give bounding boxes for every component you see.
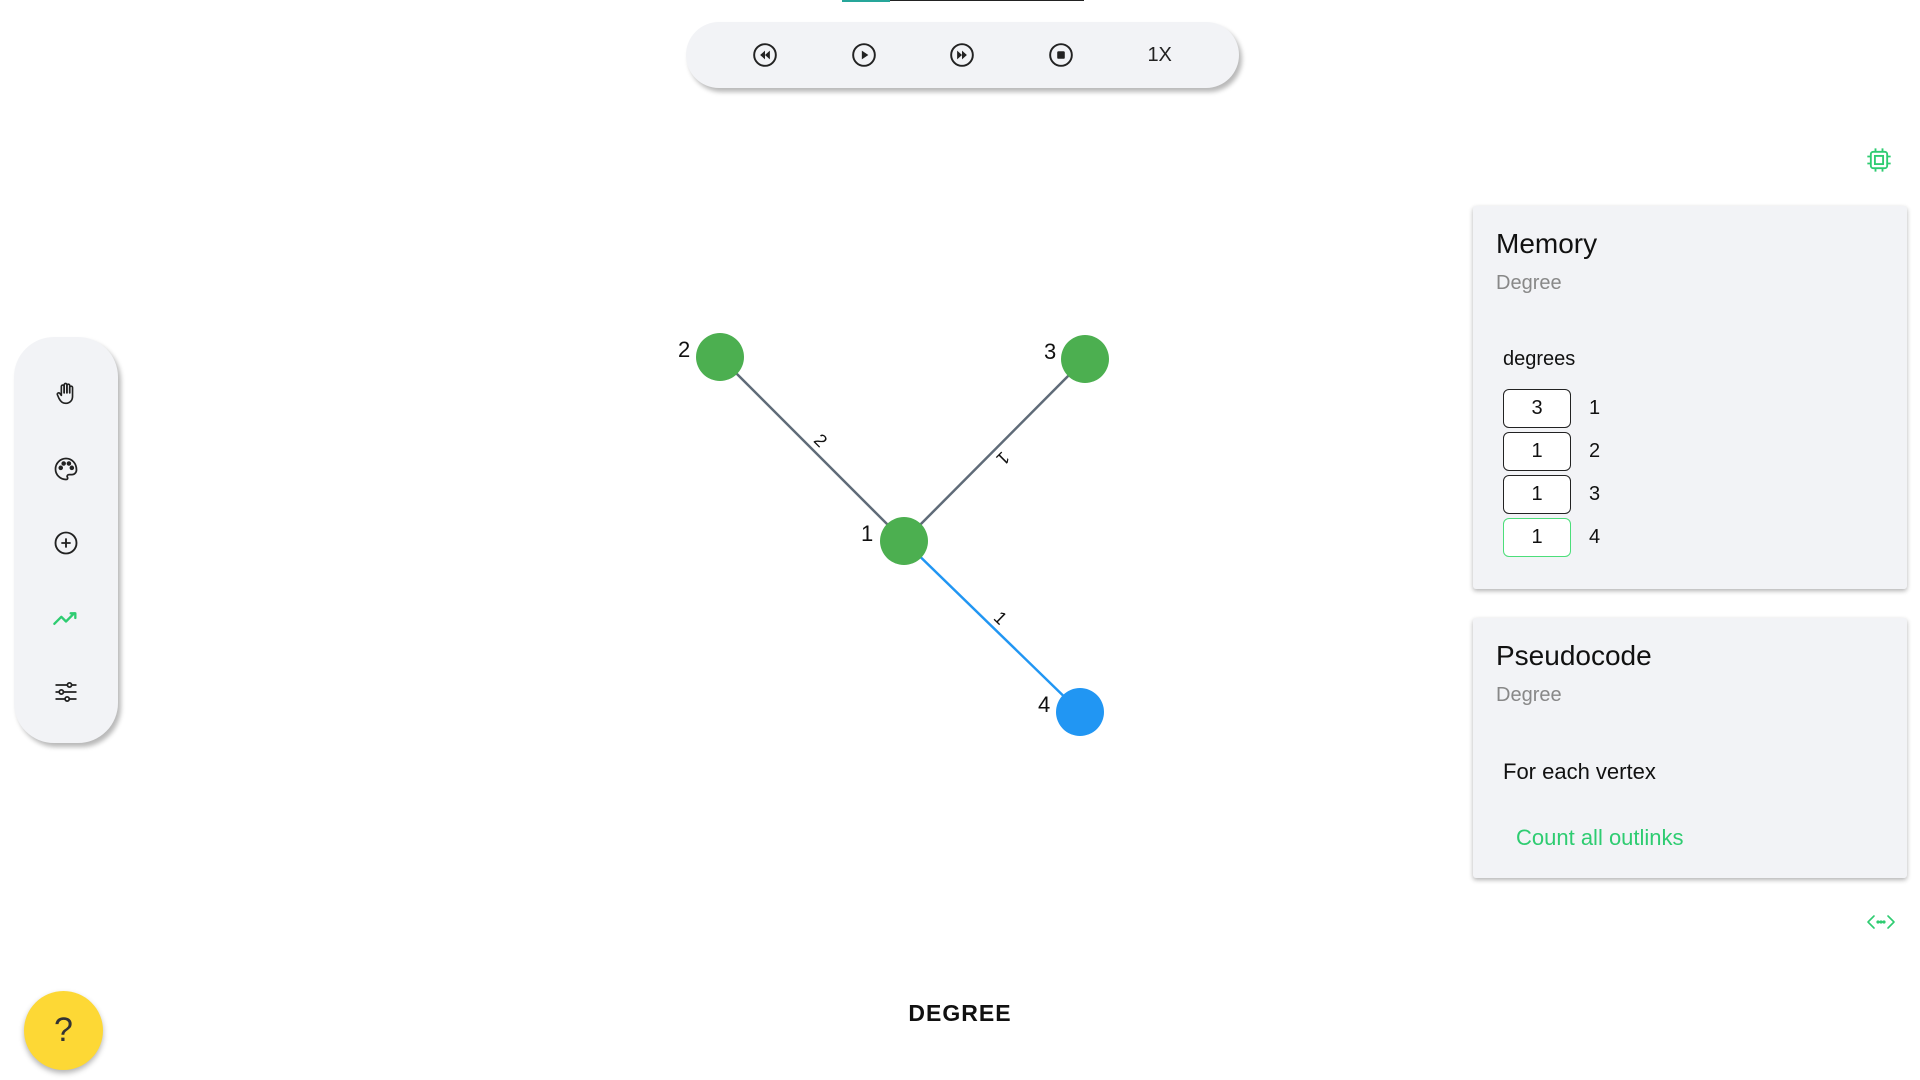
code-icon[interactable] [1866,911,1896,933]
pseudocode-line-active: Count all outlinks [1516,825,1684,850]
memory-index: 3 [1589,483,1601,505]
playback-toolbar: 1X [686,22,1239,88]
memory-cell: 1 [1503,432,1571,471]
progress-fill [842,0,891,2]
memory-index: 2 [1589,440,1601,462]
hand-tool-button[interactable] [46,374,86,414]
node-label: 1 [861,521,873,546]
memory-index: 1 [1589,397,1601,419]
memory-variable-label: degrees [1503,348,1576,370]
edge-weight-label: 1 [992,448,1013,469]
rewind-button[interactable] [743,33,787,77]
fast-forward-button[interactable] [940,33,984,77]
help-button[interactable]: ? [24,991,103,1070]
node-label: 2 [678,337,690,362]
memory-title: Memory [1496,228,1598,259]
play-icon [852,43,876,67]
palette-icon [54,457,78,481]
play-button[interactable] [842,33,886,77]
pseudocode-panel: Pseudocode Degree For each vertex Count … [1473,618,1907,878]
memory-cell: 1 [1503,475,1571,514]
trend-icon [53,612,77,625]
node-label: 4 [1038,692,1050,717]
graph-edge[interactable] [719,356,905,542]
graph-node[interactable] [880,517,928,565]
progress-bar [842,0,1084,2]
add-node-button[interactable] [46,523,86,563]
pseudocode-title: Pseudocode [1496,640,1652,671]
memory-cell-active: 1 [1503,518,1571,557]
nodes-layer: 1 2 3 4 [678,333,1109,736]
add-circle-icon [54,531,78,555]
pseudocode-line: For each vertex [1503,759,1656,784]
palette-tool-button[interactable] [46,449,86,489]
sliders-icon [55,682,77,702]
graph-edge[interactable] [903,358,1086,542]
edge-weight-label: 1 [990,607,1011,628]
algorithm-tool-button[interactable] [46,598,86,638]
edge-weight-label: 2 [810,430,831,451]
pseudocode-subtitle: Degree [1496,684,1562,706]
graph-node[interactable] [1061,335,1109,383]
chip-icon[interactable] [1865,146,1893,174]
memory-cell: 3 [1503,389,1571,428]
graph-edge[interactable] [903,540,1081,713]
speed-button[interactable]: 1X [1147,43,1172,66]
memory-subtitle: Degree [1496,272,1562,294]
node-label: 3 [1044,339,1056,364]
hand-icon [56,382,74,405]
rewind-icon [753,43,778,67]
fast-forward-icon [950,43,975,67]
graph-node[interactable] [696,333,744,381]
algorithm-title: DEGREE [908,1000,1012,1026]
memory-index: 4 [1589,526,1601,548]
tool-sidebar [14,337,118,743]
graph-node[interactable] [1056,688,1104,736]
stop-button[interactable] [1039,33,1083,77]
memory-panel: Memory Degree degrees 3 1 1 2 1 3 1 4 [1473,206,1907,589]
stop-icon [1049,43,1073,67]
settings-sliders-button[interactable] [46,672,86,712]
